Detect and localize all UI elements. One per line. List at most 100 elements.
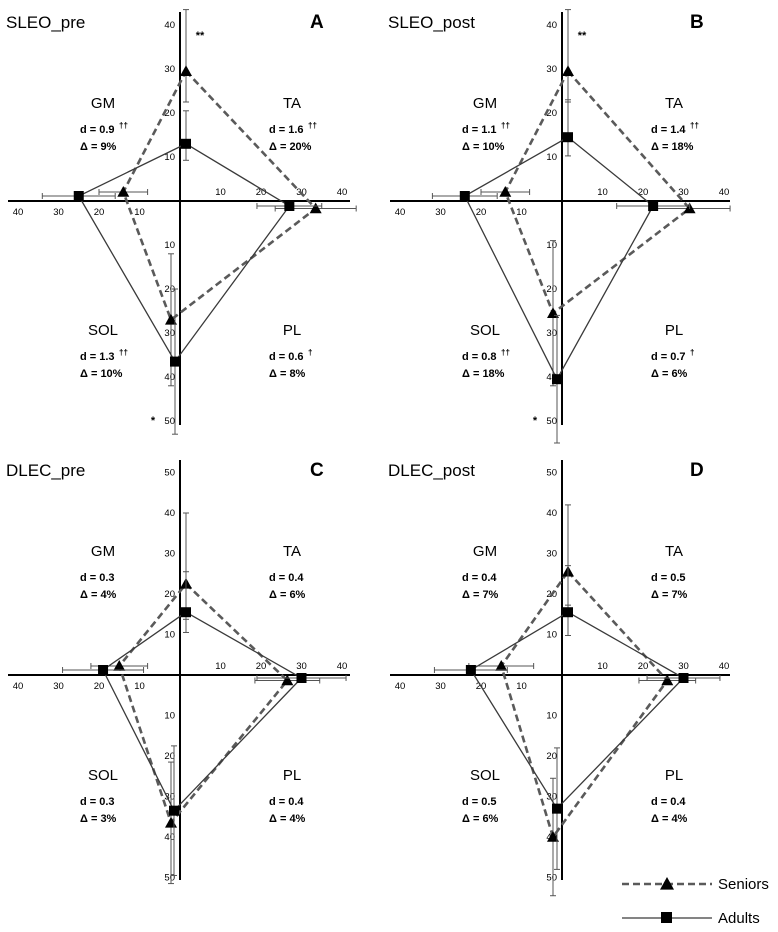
delta-label: Δ = 4% — [80, 589, 117, 601]
seniors-triangle-marker — [547, 831, 559, 842]
y-tick-label: 20 — [546, 284, 557, 295]
panel-letter: A — [310, 12, 324, 33]
delta-label: Δ = 9% — [80, 141, 117, 153]
seniors-triangle-marker — [309, 202, 322, 214]
seniors-triangle-marker — [165, 816, 177, 828]
y-tick-label: 10 — [546, 240, 557, 251]
y-tick-label: 40 — [546, 508, 557, 519]
significance-dagger: †† — [690, 121, 699, 130]
y-tick-label: 20 — [164, 589, 175, 600]
panel-title: SLEO_pre — [6, 13, 85, 32]
legend-square-marker — [661, 912, 672, 923]
y-tick-label: 10 — [164, 240, 175, 251]
ta-muscle-label: TA — [665, 95, 683, 112]
adults-square-marker — [552, 374, 562, 385]
x-tick-label: 30 — [435, 207, 446, 218]
x-tick-label: 40 — [719, 661, 730, 672]
delta-label: Δ = 6% — [651, 368, 688, 380]
panel-letter: C — [310, 460, 324, 481]
delta-label: Δ = 6% — [269, 589, 306, 601]
adults-square-marker — [181, 138, 191, 149]
panel-title: SLEO_post — [388, 13, 475, 32]
y-tick-label: 50 — [546, 873, 557, 884]
x-tick-label: 10 — [597, 661, 608, 672]
y-tick-label: 30 — [546, 549, 557, 560]
y-tick-label: 40 — [164, 372, 175, 383]
pl-muscle-label: PL — [283, 767, 301, 784]
adults-square-marker — [678, 673, 689, 683]
x-tick-label: 10 — [516, 681, 527, 692]
x-tick-label: 10 — [597, 187, 608, 198]
adults-series-line — [102, 611, 303, 812]
y-tick-label: 10 — [546, 152, 557, 163]
y-tick-label: 30 — [546, 792, 557, 803]
y-tick-label: 40 — [164, 832, 175, 843]
seniors-triangle-marker — [117, 186, 130, 197]
y-tick-label: 40 — [546, 372, 557, 383]
panel-C: 10 20 30 40 40 30 20 10 10 20 30 40 50 10 20 30 40 50 DLEC… — [6, 460, 350, 885]
y-tick-label: 30 — [546, 64, 557, 75]
gm-muscle-label: GM — [473, 95, 497, 112]
seniors-series-line — [117, 581, 290, 826]
seniors-triangle-marker — [661, 674, 674, 686]
y-tick-label: 10 — [164, 630, 175, 641]
panel-D: 102030404030201010203040501020304050DLEC… — [388, 460, 730, 897]
legend-seniors-label: Seniors — [718, 876, 769, 893]
significance-dagger: † — [308, 348, 312, 357]
effect-size-label: d = 0.9 — [80, 124, 115, 136]
x-tick-label: 20 — [638, 187, 649, 198]
ta-muscle-label: TA — [665, 543, 683, 560]
y-tick-label: 10 — [546, 630, 557, 641]
delta-label: Δ = 10% — [80, 368, 123, 380]
significance-dagger: †† — [119, 121, 128, 130]
significance-dagger: †† — [119, 348, 128, 357]
y-tick-label: 20 — [546, 751, 557, 762]
effect-size-label: d = 0.3 — [80, 572, 115, 584]
x-tick-label: 20 — [94, 207, 105, 218]
delta-label: Δ = 18% — [462, 368, 505, 380]
gm-muscle-label: GM — [473, 543, 497, 560]
seniors-triangle-marker — [495, 660, 508, 671]
effect-size-label: d = 1.1 — [462, 124, 497, 136]
y-tick-label: 50 — [164, 416, 175, 427]
seniors-triangle-marker — [499, 186, 512, 197]
effect-size-label: d = 0.4 — [462, 572, 497, 584]
panel-letter: B — [690, 12, 704, 33]
adults-square-marker — [170, 356, 180, 367]
x-tick-label: 40 — [719, 187, 730, 198]
x-tick-label: 30 — [435, 681, 446, 692]
y-tick-label: 40 — [164, 20, 175, 31]
y-tick-label: 20 — [164, 108, 175, 119]
x-tick-label: 40 — [395, 681, 406, 692]
effect-size-label: d = 0.5 — [651, 572, 686, 584]
significance-dagger: †† — [308, 121, 317, 130]
significance-dagger: †† — [501, 348, 510, 357]
legend: Seniors Adults — [622, 876, 769, 927]
pl-muscle-label: PL — [665, 767, 683, 784]
legend-triangle-marker — [660, 877, 674, 890]
seniors-triangle-marker — [180, 65, 192, 76]
x-tick-label: 30 — [53, 681, 64, 692]
delta-label: Δ = 6% — [462, 813, 499, 825]
sol-muscle-label: SOL — [470, 767, 500, 784]
significance-top: ** — [578, 30, 587, 42]
x-tick-label: 40 — [13, 207, 24, 218]
y-tick-label: 50 — [164, 873, 175, 884]
y-tick-label: 10 — [164, 152, 175, 163]
sol-muscle-label: SOL — [470, 322, 500, 339]
x-tick-label: 20 — [94, 681, 105, 692]
ta-muscle-label: TA — [283, 95, 301, 112]
sol-muscle-label: SOL — [88, 322, 118, 339]
delta-label: Δ = 7% — [651, 589, 688, 601]
x-tick-label: 10 — [215, 661, 226, 672]
y-tick-label: 20 — [164, 284, 175, 295]
delta-label: Δ = 4% — [269, 813, 306, 825]
seniors-triangle-marker — [165, 313, 177, 325]
gm-muscle-label: GM — [91, 543, 115, 560]
y-tick-label: 30 — [164, 64, 175, 75]
adults-square-marker — [181, 607, 191, 618]
x-tick-label: 30 — [296, 661, 307, 672]
adults-square-marker — [563, 607, 573, 618]
y-tick-label: 30 — [164, 792, 175, 803]
